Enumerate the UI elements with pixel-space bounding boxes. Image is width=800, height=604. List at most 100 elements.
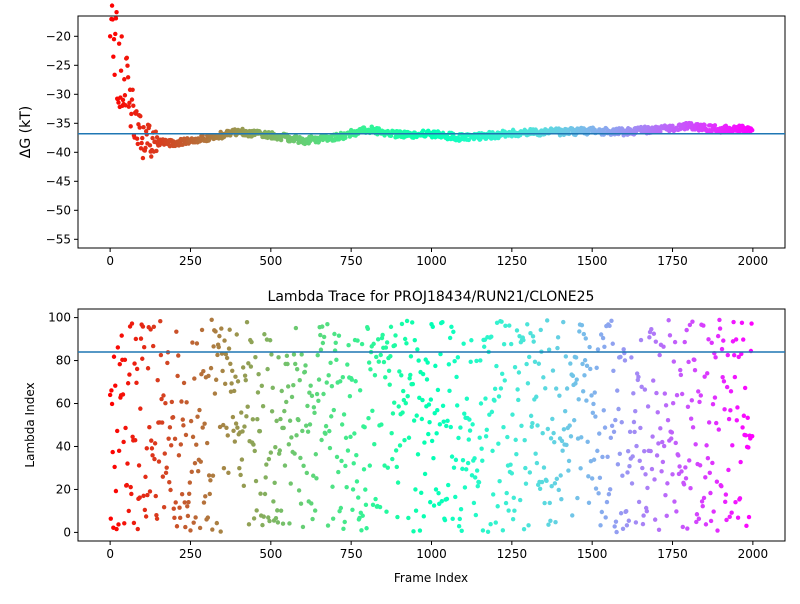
- delta-g-data-point: [153, 129, 158, 134]
- lambda-data-point: [692, 367, 698, 373]
- lambda-data-point: [619, 420, 624, 425]
- lambda-data-point: [299, 352, 304, 357]
- lambda-data-point: [132, 361, 137, 366]
- lambda-data-point: [552, 481, 558, 486]
- lambda-data-point: [492, 398, 497, 403]
- lambda-data-point: [710, 460, 715, 466]
- lambda-data-point: [150, 453, 155, 458]
- lambda-data-point: [670, 472, 675, 477]
- lambda-data-point: [176, 353, 181, 358]
- lambda-data-point: [217, 333, 222, 339]
- lambda-data-point: [541, 375, 546, 380]
- lambda-data-point: [454, 374, 459, 380]
- lambda-data-point: [671, 359, 677, 364]
- lambda-data-point: [568, 434, 574, 439]
- delta-g-y-tick-label: −30: [46, 87, 71, 101]
- lambda-data-point: [152, 456, 157, 462]
- lambda-data-point: [620, 526, 626, 531]
- lambda-data-point: [564, 442, 569, 448]
- lambda-data-point: [404, 318, 410, 324]
- lambda-data-point: [708, 490, 713, 496]
- lambda-data-point: [362, 424, 367, 430]
- lambda-data-point: [674, 509, 679, 514]
- lambda-data-point: [534, 394, 539, 399]
- lambda-data-point: [420, 397, 425, 403]
- lambda-data-point: [669, 430, 675, 435]
- lambda-data-point: [585, 439, 590, 445]
- lambda-data-point: [257, 429, 263, 434]
- lambda-data-point: [195, 414, 200, 419]
- lambda-data-point: [210, 473, 216, 478]
- lambda-data-point: [414, 413, 419, 418]
- lambda-data-point: [413, 487, 418, 492]
- lambda-points: [107, 317, 755, 535]
- lambda-data-point: [721, 379, 727, 384]
- delta-g-data-point: [107, 34, 113, 39]
- lambda-data-point: [115, 428, 120, 434]
- lambda-data-point: [162, 451, 167, 456]
- lambda-data-point: [267, 518, 272, 524]
- lambda-data-point: [549, 483, 554, 489]
- lambda-data-point: [286, 442, 292, 447]
- lambda-y-tick-label: 100: [48, 311, 71, 325]
- lambda-data-point: [644, 508, 650, 514]
- lambda-data-point: [212, 391, 218, 396]
- lambda-data-point: [570, 373, 576, 379]
- lambda-data-point: [505, 434, 510, 440]
- delta-g-data-point: [137, 125, 142, 130]
- lambda-data-point: [553, 386, 559, 391]
- lambda-data-point: [172, 436, 178, 442]
- lambda-data-point: [630, 454, 635, 459]
- lambda-data-point: [113, 488, 119, 494]
- lambda-data-point: [193, 515, 198, 520]
- lambda-data-point: [566, 468, 571, 473]
- lambda-data-point: [511, 495, 516, 501]
- lambda-data-point: [607, 487, 613, 492]
- lambda-data-point: [197, 525, 203, 531]
- lambda-data-point: [651, 331, 657, 336]
- delta-g-data-point: [750, 127, 755, 133]
- delta-g-data-point: [150, 135, 155, 141]
- lambda-data-point: [140, 356, 145, 361]
- lambda-data-point: [496, 441, 501, 446]
- delta-g-data-point: [658, 129, 663, 134]
- lambda-data-point: [110, 449, 115, 455]
- lambda-data-point: [613, 417, 618, 423]
- lambda-data-point: [114, 526, 119, 532]
- lambda-data-point: [722, 407, 727, 412]
- lambda-data-point: [426, 431, 431, 437]
- lambda-data-point: [593, 414, 598, 419]
- lambda-data-point: [622, 358, 628, 363]
- lambda-data-point: [449, 324, 454, 330]
- lambda-data-point: [592, 390, 597, 395]
- lambda-data-point: [437, 422, 443, 427]
- lambda-data-point: [300, 524, 306, 530]
- lambda-data-point: [532, 359, 538, 364]
- lambda-data-point: [616, 406, 621, 412]
- lambda-data-point: [360, 513, 365, 518]
- lambda-data-point: [531, 339, 536, 344]
- lambda-data-point: [548, 436, 554, 441]
- lambda-data-point: [559, 496, 564, 502]
- lambda-data-point: [730, 339, 736, 344]
- lambda-data-point: [343, 435, 349, 441]
- lambda-data-point: [638, 425, 643, 431]
- lambda-data-point: [697, 463, 703, 468]
- lambda-data-point: [417, 528, 423, 533]
- lambda-data-point: [172, 515, 177, 521]
- lambda-data-point: [273, 444, 278, 450]
- lambda-data-point: [373, 496, 378, 502]
- lambda-data-point: [464, 396, 470, 401]
- lambda-data-point: [363, 487, 368, 492]
- lambda-data-point: [277, 448, 283, 453]
- lambda-data-point: [447, 388, 452, 394]
- lambda-data-point: [397, 369, 402, 374]
- lambda-data-point: [489, 409, 495, 415]
- lambda-data-point: [363, 502, 369, 508]
- lambda-data-point: [460, 466, 465, 472]
- lambda-data-point: [476, 480, 482, 485]
- lambda-data-point: [194, 442, 199, 447]
- lambda-data-point: [669, 436, 674, 441]
- lambda-data-point: [178, 442, 184, 447]
- lambda-data-point: [724, 517, 729, 523]
